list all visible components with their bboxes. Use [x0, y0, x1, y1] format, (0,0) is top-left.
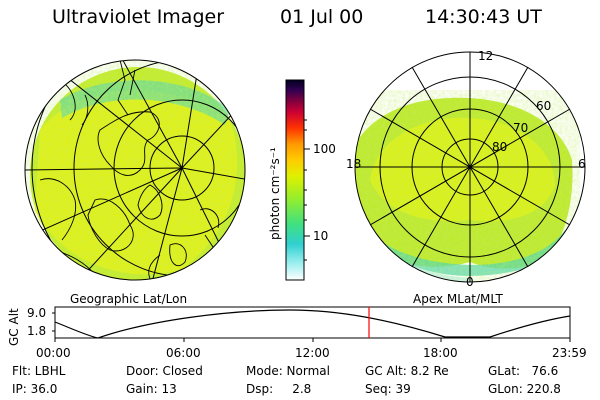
- status-gc-alt: GC Alt: 8.2 Re: [365, 364, 449, 378]
- colorbar: 100 10 photon cm⁻²s⁻¹: [268, 79, 336, 281]
- altitude-plot-frame: [54, 306, 571, 339]
- mlat-label-80: 80: [492, 140, 507, 154]
- altitude-curve: [54, 309, 571, 339]
- mlt-label-12: 12: [478, 49, 493, 63]
- time-label: 14:30:43 UT: [425, 6, 542, 28]
- status-filter: Flt: LBHL: [12, 364, 66, 378]
- colorbar-tick-10: 10: [313, 229, 328, 243]
- status-gain: Gain: 13: [126, 382, 177, 396]
- status-seq: Seq: 39: [365, 382, 411, 396]
- status-glon: GLon: 220.8: [488, 382, 561, 396]
- xtick-0600: 06:00: [166, 346, 201, 360]
- status-mode: Mode: Normal: [246, 364, 330, 378]
- mlat-label-60: 60: [536, 99, 551, 113]
- status-dsp: Dsp: 2.8: [246, 382, 312, 396]
- status-door: Door: Closed: [126, 364, 203, 378]
- xtick-0000: 00:00: [36, 346, 71, 360]
- altitude-ylabel: GC Alt: [7, 308, 21, 346]
- instrument-title: Ultraviolet Imager: [52, 6, 225, 28]
- status-glat: GLat: 76.6: [488, 364, 559, 378]
- mlt-label-0: 0: [466, 275, 474, 289]
- colorbar-tick-100: 100: [313, 142, 336, 156]
- geographic-caption: Geographic Lat/Lon: [70, 292, 188, 306]
- altitude-plot: GC Alt: [7, 306, 571, 346]
- altitude-ytick-9: 9.0: [27, 306, 47, 320]
- altitude-ytick-1.8: 1.8: [27, 324, 47, 338]
- polar-caption: Apex MLat/MLT: [413, 292, 503, 306]
- xtick-2359: 23:59: [552, 346, 587, 360]
- geographic-map: [24, 59, 246, 281]
- mlat-label-70: 70: [513, 121, 528, 135]
- colorbar-gradient: [285, 79, 305, 281]
- xtick-1800: 18:00: [423, 346, 458, 360]
- mlt-label-6: 6: [578, 157, 586, 171]
- colorbar-unit-label: photon cm⁻²s⁻¹: [268, 147, 282, 240]
- xtick-1200: 12:00: [295, 346, 330, 360]
- polar-map: 12 18 6 0 60 70 80: [346, 49, 586, 289]
- date-label: 01 Jul 00: [280, 6, 364, 28]
- mlt-label-18: 18: [346, 157, 361, 171]
- status-ip: IP: 36.0: [12, 382, 58, 396]
